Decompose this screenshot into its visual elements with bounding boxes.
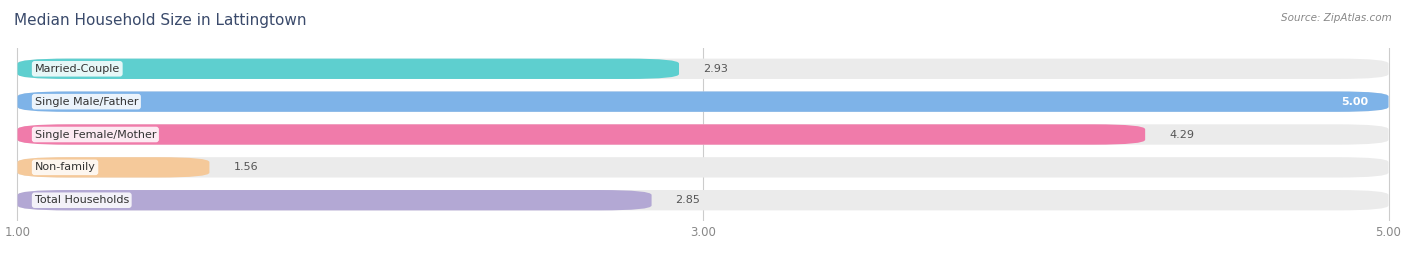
Text: 1.56: 1.56 <box>233 162 259 172</box>
Text: Single Female/Mother: Single Female/Mother <box>35 129 156 140</box>
FancyBboxPatch shape <box>17 190 1389 210</box>
Text: Total Households: Total Households <box>35 195 129 205</box>
Text: 5.00: 5.00 <box>1341 97 1368 107</box>
FancyBboxPatch shape <box>17 124 1144 145</box>
Text: Single Male/Father: Single Male/Father <box>35 97 138 107</box>
FancyBboxPatch shape <box>17 59 1389 79</box>
Text: Married-Couple: Married-Couple <box>35 64 120 74</box>
FancyBboxPatch shape <box>17 190 651 210</box>
FancyBboxPatch shape <box>17 124 1389 145</box>
Text: 2.93: 2.93 <box>703 64 728 74</box>
FancyBboxPatch shape <box>17 157 209 178</box>
Text: Source: ZipAtlas.com: Source: ZipAtlas.com <box>1281 13 1392 23</box>
Text: Median Household Size in Lattingtown: Median Household Size in Lattingtown <box>14 13 307 29</box>
FancyBboxPatch shape <box>17 91 1389 112</box>
Text: Non-family: Non-family <box>35 162 96 172</box>
Text: 2.85: 2.85 <box>675 195 700 205</box>
FancyBboxPatch shape <box>17 59 679 79</box>
Text: 4.29: 4.29 <box>1170 129 1194 140</box>
FancyBboxPatch shape <box>17 91 1389 112</box>
FancyBboxPatch shape <box>17 157 1389 178</box>
